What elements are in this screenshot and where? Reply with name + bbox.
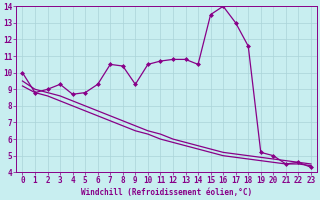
X-axis label: Windchill (Refroidissement éolien,°C): Windchill (Refroidissement éolien,°C) bbox=[81, 188, 252, 197]
